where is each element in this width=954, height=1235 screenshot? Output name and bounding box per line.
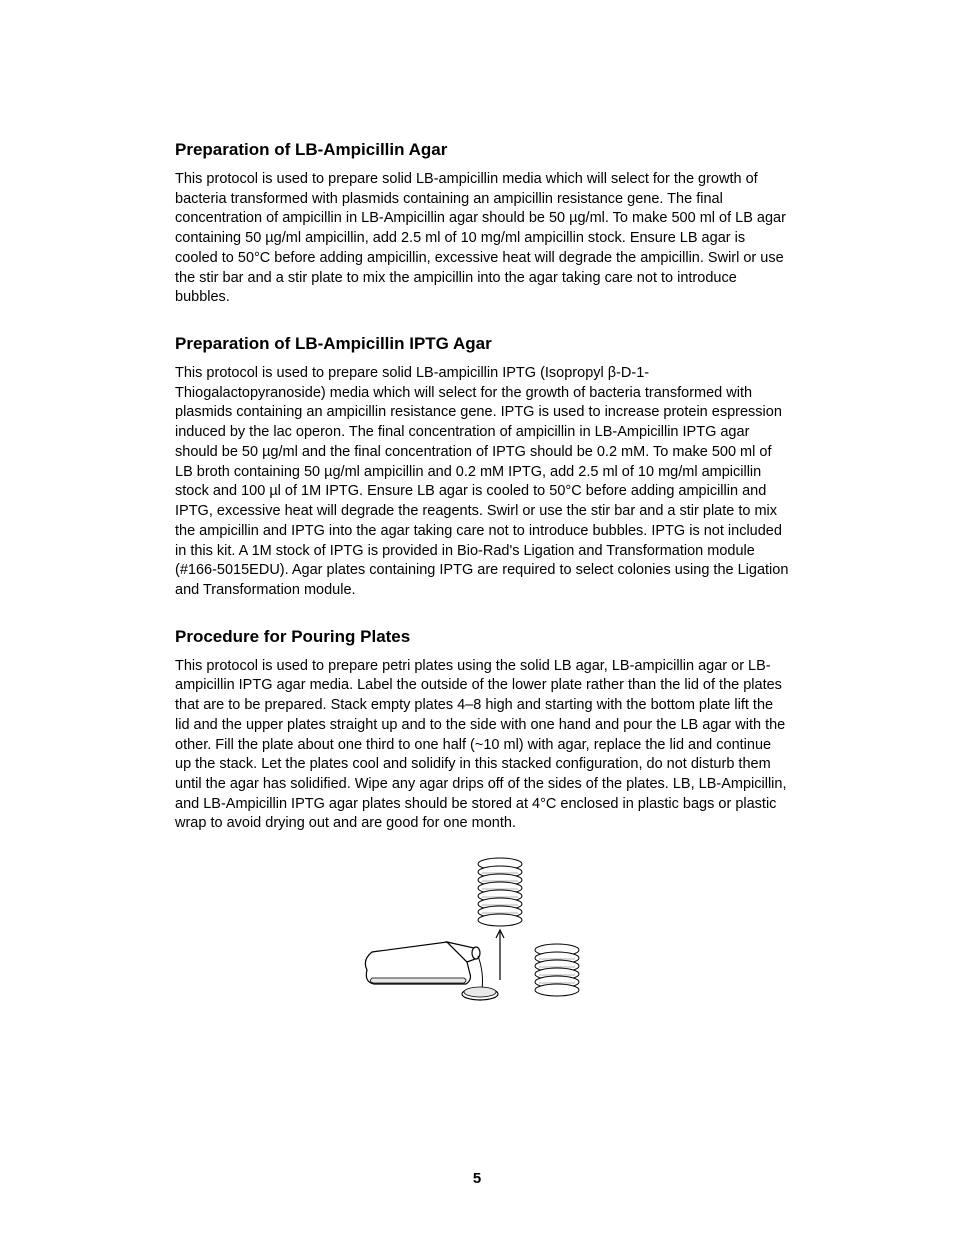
section-heading-2: Preparation of LB-Ampicillin IPTG Agar: [175, 334, 789, 354]
section-heading-1: Preparation of LB-Ampicillin Agar: [175, 140, 789, 160]
section-body-1: This protocol is used to prepare solid L…: [175, 170, 789, 308]
flask-plates-illustration-icon: [352, 852, 612, 1032]
page-number: 5: [0, 1170, 954, 1187]
illustration-container: [175, 852, 789, 1032]
section-body-2: This protocol is used to prepare solid L…: [175, 364, 789, 601]
page-container: Preparation of LB-Ampicillin Agar This p…: [0, 0, 954, 1032]
section-body-3: This protocol is used to prepare petri p…: [175, 657, 789, 834]
section-heading-3: Procedure for Pouring Plates: [175, 627, 789, 647]
